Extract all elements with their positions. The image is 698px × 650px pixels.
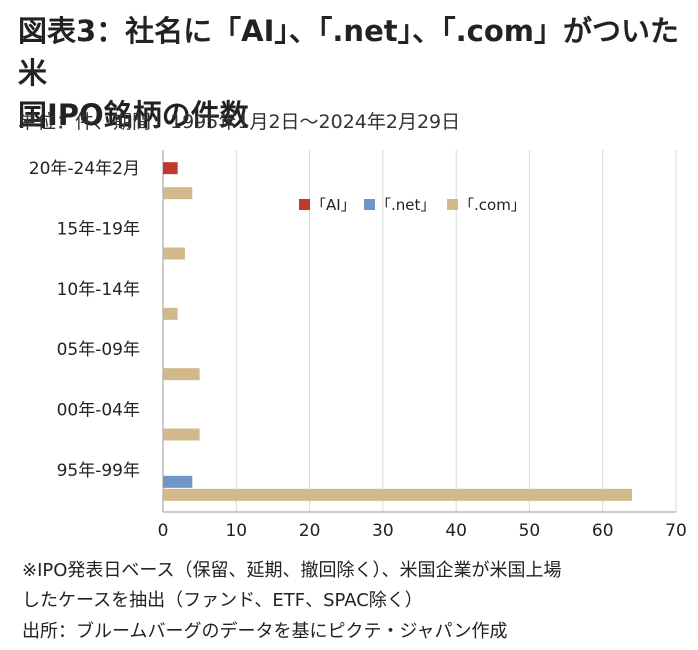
title-line-1: 図表3：社名に「AI」、「.net」、「.com」がついた米 xyxy=(18,14,679,90)
x-tick-60: 60 xyxy=(592,521,614,541)
x-tick-50: 50 xyxy=(519,521,541,541)
x-tick-70: 70 xyxy=(665,521,687,541)
bar-com-0 xyxy=(163,187,193,200)
category-label-4: 00年-04年 xyxy=(57,401,140,421)
category-label-1: 15年-19年 xyxy=(57,220,140,240)
chart-title: 図表3：社名に「AI」、「.net」、「.com」がついた米 国IPO銘柄の件数 xyxy=(18,10,688,136)
category-label-2: 10年-14年 xyxy=(57,280,140,300)
chart-subtitle: 単位：件、期間：1995年1月2日～2024年2月29日 xyxy=(18,111,461,133)
legend-swatch-2 xyxy=(447,199,458,210)
bar-com-5 xyxy=(163,488,633,501)
category-labels: 20年-24年2月 15年-19年 10年-14年 05年-09年 00年-04年 95年… xyxy=(29,159,140,481)
x-tick-10: 10 xyxy=(225,521,247,541)
bar-com-2 xyxy=(163,307,178,320)
legend-swatch-0 xyxy=(299,199,310,210)
x-tick-40: 40 xyxy=(445,521,467,541)
bar-AI-0 xyxy=(163,162,178,175)
footnote-line-2: したケースを抽出（ファンド、ETF、SPAC除く） xyxy=(22,590,423,611)
category-label-5: 95年-99年 xyxy=(57,461,140,481)
bar-series xyxy=(163,162,633,501)
legend: 「AI」 「.net」 「.com」 xyxy=(299,196,526,214)
x-tick-30: 30 xyxy=(372,521,394,541)
title-line-2: 国IPO銘柄の件数 xyxy=(18,98,249,132)
legend-label-2: 「.com」 xyxy=(459,196,526,214)
x-tick-0: 0 xyxy=(158,521,169,541)
x-tick-labels: 0 10 20 30 40 50 60 70 xyxy=(158,521,687,541)
legend-swatch-1 xyxy=(364,199,375,210)
source-note: 出所：ブルームバーグのデータを基にピクテ・ジャパン作成 xyxy=(22,621,508,642)
legend-label-1: 「.net」 xyxy=(376,196,435,214)
x-tick-20: 20 xyxy=(299,521,321,541)
bar-net-5 xyxy=(163,475,193,488)
legend-label-0: 「AI」 xyxy=(311,196,356,214)
category-label-3: 05年-09年 xyxy=(57,340,140,360)
bar-com-4 xyxy=(163,428,200,441)
grid-lines xyxy=(162,150,677,513)
footnote-line-1: ※IPO発表日ベース（保留、延期、撤回除く）、米国企業が米国上場 xyxy=(22,560,562,581)
category-label-0: 20年-24年2月 xyxy=(29,159,140,179)
bar-com-3 xyxy=(163,368,200,381)
bar-com-1 xyxy=(163,247,185,260)
